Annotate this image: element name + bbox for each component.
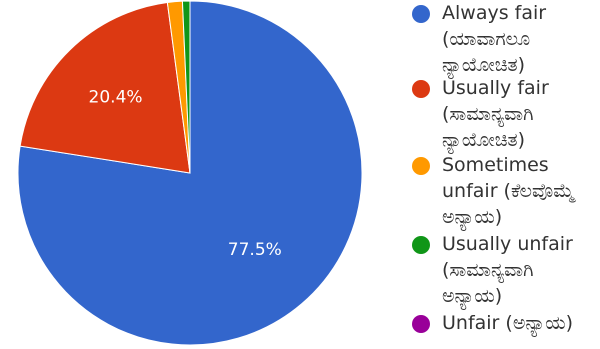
legend-item-usually-fair[interactable]: Usually fair (ಸಾಮಾನ್ಯವಾಗಿ ನ್ಯಾಯೋಚಿತ): [408, 75, 600, 153]
legend-item-unfair-swatch: [412, 315, 430, 333]
legend-item-usually-unfair-label: Usually unfair (ಸಾಮಾನ್ಯವಾಗಿ ಅನ್ಯಾಯ): [442, 233, 573, 307]
legend-item-usually-unfair-swatch: [412, 236, 430, 254]
legend-item-usually-unfair[interactable]: Usually unfair (ಸಾಮಾನ್ಯವಾಗಿ ಅನ್ಯಾಯ): [408, 231, 600, 309]
pie-chart-svg: 77.5% 20.4%: [17, 0, 363, 346]
legend-item-unfair[interactable]: Unfair (ಅನ್ಯಾಯ): [408, 310, 600, 336]
slice-always-fair-label: 77.5%: [228, 240, 282, 260]
legend-item-unfair-label: Unfair (ಅನ್ಯಾಯ): [442, 312, 573, 334]
legend-item-usually-fair-label: Usually fair (ಸಾಮಾನ್ಯವಾಗಿ ನ್ಯಾಯೋಚಿತ): [442, 77, 549, 151]
legend-item-sometimes-unfair-swatch: [412, 157, 430, 175]
pie-chart: 77.5% 20.4%: [17, 0, 363, 346]
pie-data-labels: 77.5% 20.4%: [89, 88, 282, 260]
legend-item-usually-fair-swatch: [412, 80, 430, 98]
slice-usually-unfair: [181, 0, 191, 174]
slice-usually-fair: [19, 1, 191, 174]
legend-item-always-fair-swatch: [412, 5, 430, 23]
legend-item-always-fair[interactable]: Always fair (ಯಾವಾಗಲೂ ನ್ಯಾಯೋಚಿತ): [408, 0, 600, 78]
pie-slices: [17, 0, 363, 346]
legend-item-always-fair-label: Always fair (ಯಾವಾಗಲೂ ನ್ಯಾಯೋಚಿತ): [442, 2, 547, 76]
slice-usually-fair-label: 20.4%: [89, 88, 143, 108]
legend-item-sometimes-unfair[interactable]: Sometimes unfair (ಕೆಲವೊಮ್ಮೆ ಅನ್ಯಾಯ): [408, 152, 600, 230]
legend-item-sometimes-unfair-label: Sometimes unfair (ಕೆಲವೊಮ್ಮೆ ಅನ್ಯಾಯ): [442, 154, 575, 228]
